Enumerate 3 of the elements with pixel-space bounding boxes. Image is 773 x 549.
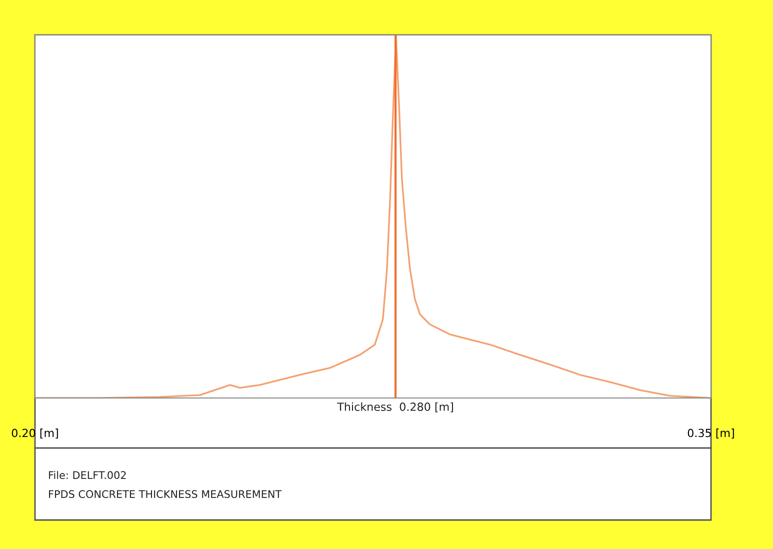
ref-line-label: Thickness 0.280 [m]: [337, 402, 453, 412]
text: FPDS CONCRETE THICKNESS MEASUREMENT: [49, 490, 282, 498]
text: File: DELFT.002: [49, 470, 126, 480]
